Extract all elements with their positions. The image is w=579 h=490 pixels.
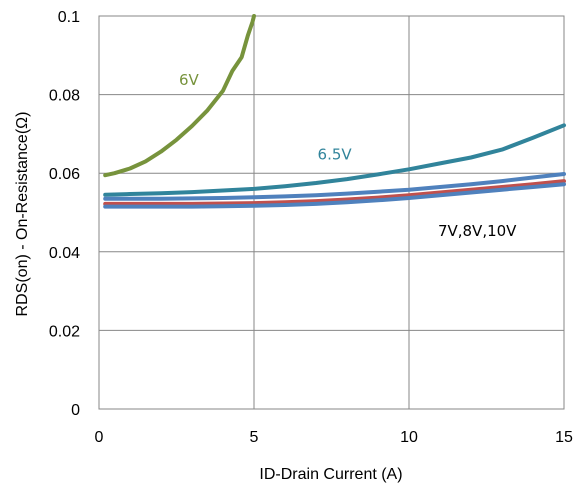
- x-tick-label: 0: [95, 429, 104, 446]
- series-annotation: 7V,8V,10V: [438, 222, 517, 240]
- y-tick-label: 0.1: [58, 9, 80, 26]
- y-tick-label: 0.02: [49, 323, 80, 340]
- plot-border: [98, 15, 565, 410]
- annotations: 6V 6.5V 7V,8V,10V: [179, 71, 517, 240]
- x-tick-label: 15: [555, 429, 573, 446]
- series-line-6v: [103, 14, 256, 178]
- x-tick-label: 5: [250, 429, 259, 446]
- y-tick-labels: 0 0.02 0.04 0.06 0.08 0.1: [49, 9, 80, 419]
- series-line-7v: [103, 172, 566, 201]
- plot-frame: [98, 15, 565, 410]
- series-group: [103, 14, 566, 209]
- series-annotation: 6.5V: [318, 145, 353, 163]
- x-tick-label: 10: [400, 429, 418, 446]
- x-axis-title: ID-Drain Current (A): [259, 466, 402, 483]
- grid: [98, 15, 565, 410]
- y-tick-label: 0.06: [49, 166, 80, 183]
- y-tick-label: 0.04: [49, 245, 80, 262]
- series-line-6-5v: [103, 123, 566, 197]
- y-tick-label: 0.08: [49, 88, 80, 105]
- series-annotation: 6V: [179, 71, 200, 89]
- series-line-8v: [103, 179, 566, 206]
- y-tick-label: 0: [71, 402, 80, 419]
- y-axis-title: RDS(on) - On-Resistance(Ω): [14, 112, 31, 317]
- series-line-10v: [103, 182, 566, 209]
- x-tick-labels: 0 5 10 15: [95, 429, 573, 446]
